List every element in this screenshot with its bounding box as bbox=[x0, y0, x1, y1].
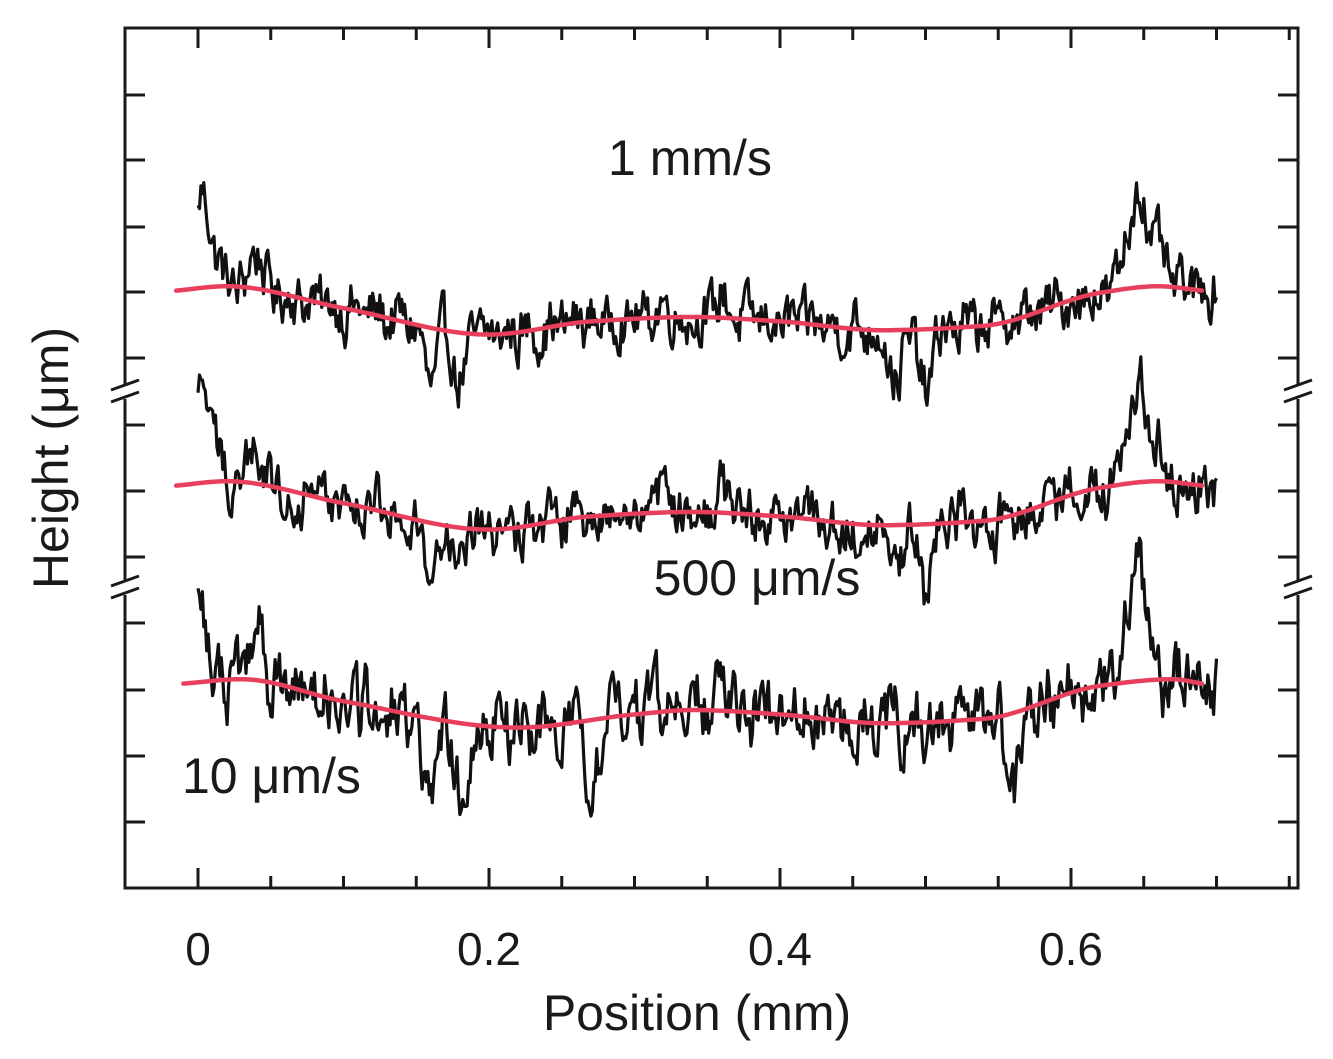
plot-frame bbox=[123, 26, 1300, 890]
axis-break-mark bbox=[110, 378, 140, 392]
fit-1-mm-s bbox=[173, 283, 1205, 337]
axis-breaks bbox=[109, 378, 1314, 600]
series-labels: 1 mm/s 500 μm/s 10 μm/s bbox=[182, 130, 860, 804]
x-axis-label: Position (mm) bbox=[543, 985, 851, 1041]
x-tick-label: 0 bbox=[185, 923, 211, 975]
x-tick-labels: 0 0.2 0.4 0.6 bbox=[185, 923, 1103, 975]
axis-break-mark bbox=[110, 586, 140, 600]
series-label-500-m-s: 500 μm/s bbox=[654, 550, 861, 606]
fit-10-m-s bbox=[181, 676, 1205, 730]
series-label-1-mm-s: 1 mm/s bbox=[608, 130, 772, 186]
axis-break-mark bbox=[1283, 390, 1313, 404]
axis-break-mark bbox=[1283, 586, 1313, 600]
series-label-10-m-s: 10 μm/s bbox=[182, 748, 361, 804]
x-tick-label: 0.2 bbox=[457, 923, 521, 975]
axis-break-mark bbox=[1283, 378, 1313, 392]
series-layer bbox=[173, 181, 1219, 818]
x-tick-label: 0.6 bbox=[1039, 923, 1103, 975]
axis-break-mark bbox=[110, 390, 140, 404]
axis-break-mark bbox=[110, 574, 140, 588]
profile-1-mm-s bbox=[196, 181, 1219, 409]
tick-marks bbox=[125, 28, 1298, 888]
profile-500-m-s bbox=[196, 355, 1218, 606]
y-axis-label: Height (μm) bbox=[23, 327, 79, 589]
axis-break-mark bbox=[1283, 574, 1313, 588]
fit-500-m-s bbox=[173, 478, 1205, 532]
x-tick-label: 0.4 bbox=[748, 923, 812, 975]
